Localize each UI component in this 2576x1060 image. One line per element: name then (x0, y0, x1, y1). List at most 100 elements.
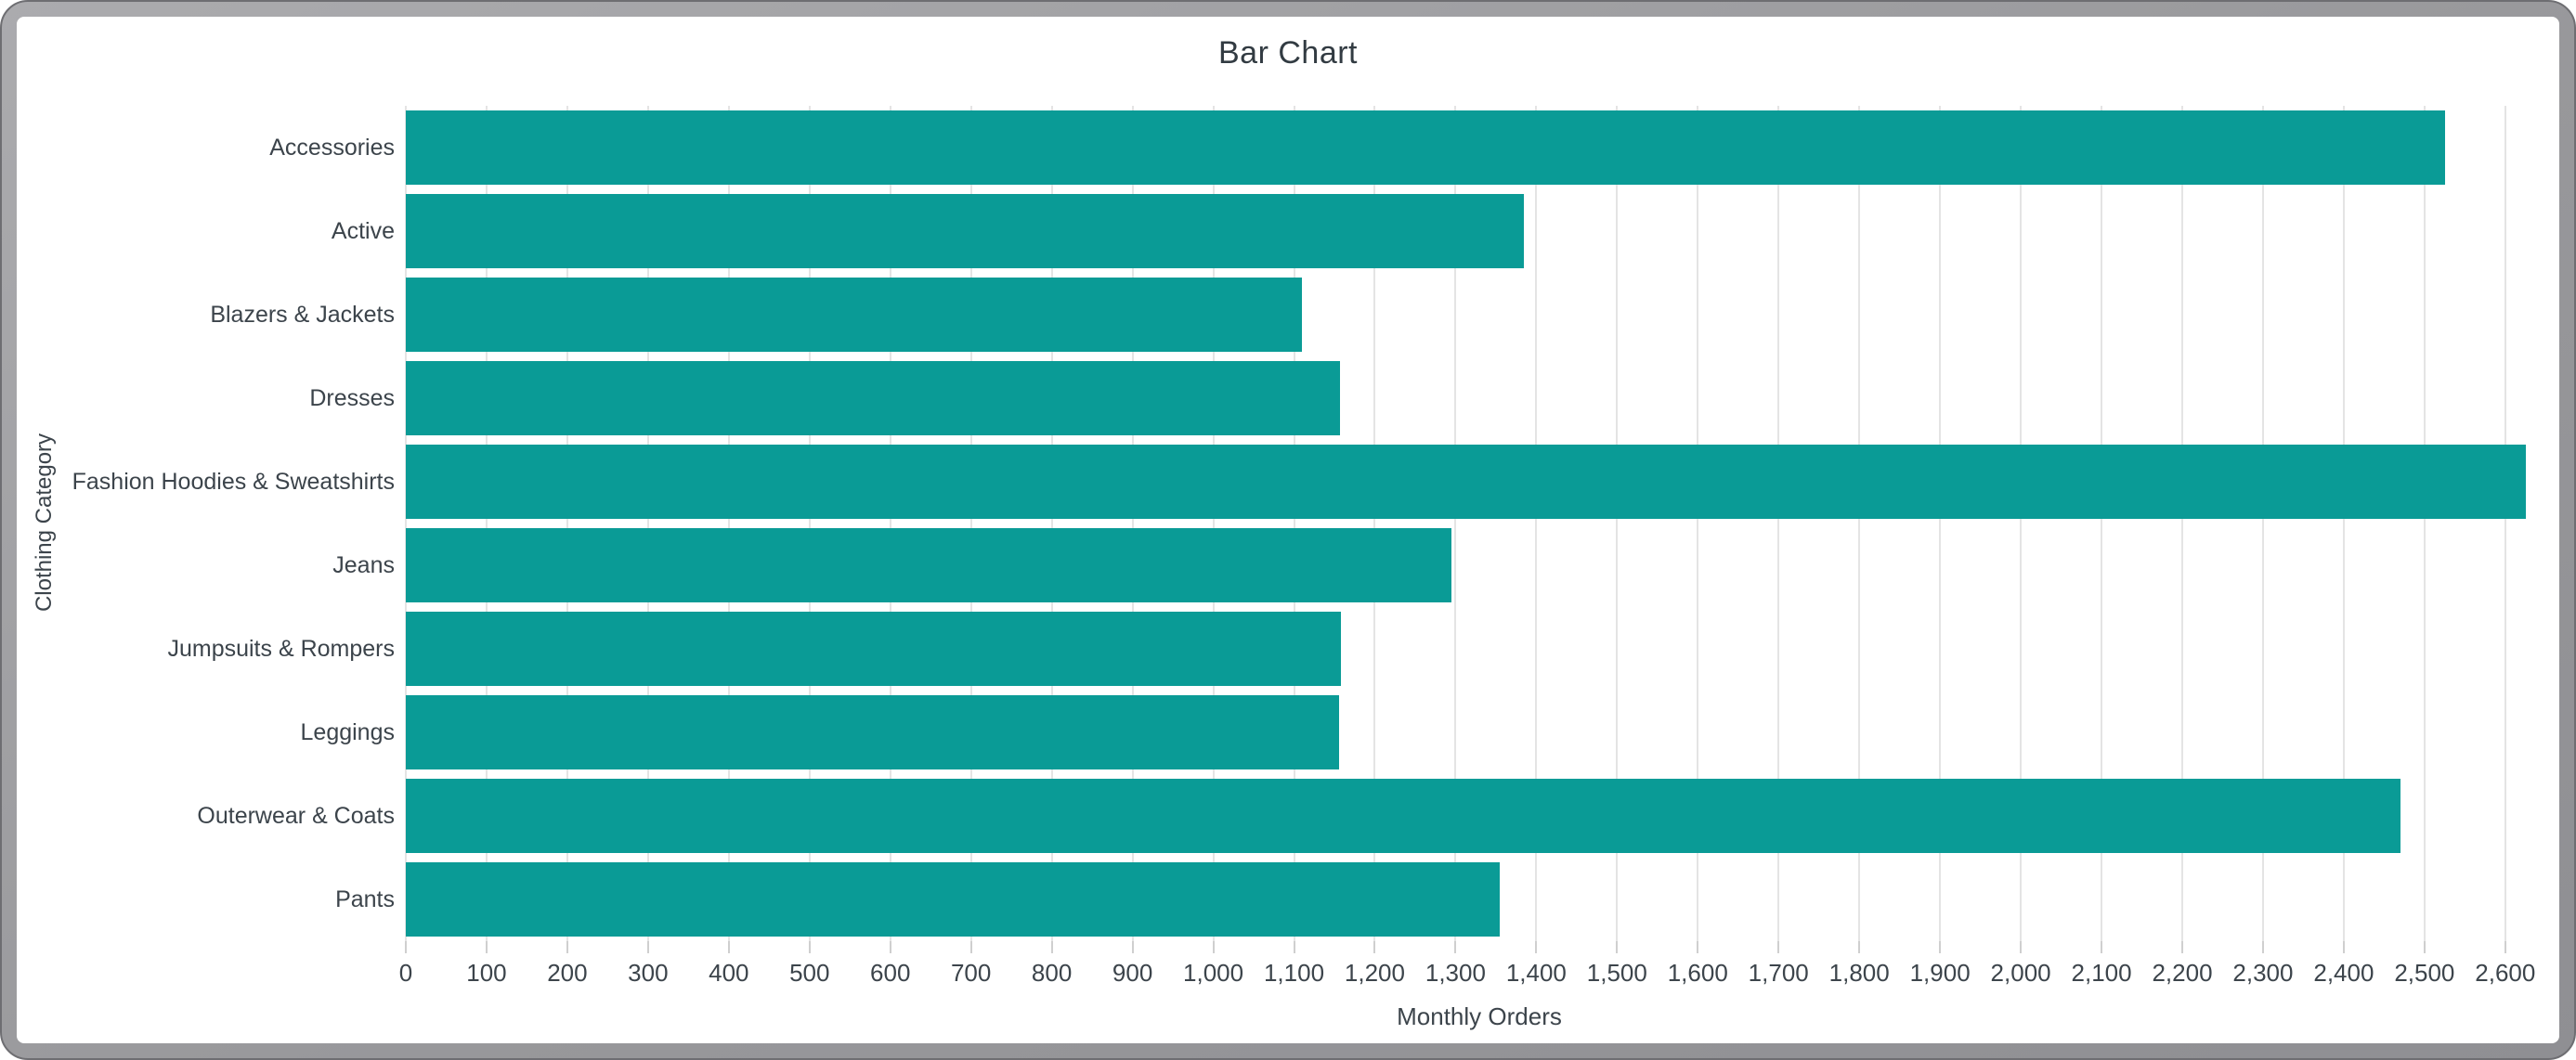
y-tick-label: Dresses (309, 384, 395, 411)
gridline (566, 106, 568, 941)
x-axis-tick (808, 941, 811, 953)
chart-card: Bar Chart Clothing Category Accessories A… (17, 17, 2559, 1043)
gridline (2504, 106, 2506, 941)
x-tick-label: 500 (789, 959, 830, 987)
x-tick-label: 1,100 (1263, 959, 1325, 987)
plot-area (405, 106, 2554, 941)
x-axis-tick (1212, 941, 1215, 953)
x-tick-label: 900 (1112, 959, 1153, 987)
x-tick-label: 700 (950, 959, 992, 987)
x-axis-ticks (405, 941, 2554, 953)
x-axis-tick (2101, 941, 2103, 953)
bar (406, 194, 1525, 268)
x-axis-tick (1697, 941, 1699, 953)
x-axis-tick (969, 941, 972, 953)
gridline (1777, 106, 1780, 941)
gridline (1616, 106, 1619, 941)
gridline (1373, 106, 1376, 941)
x-tick-label: 2,600 (2475, 959, 2536, 987)
gridline (1131, 106, 1134, 941)
gridline (2342, 106, 2345, 941)
x-tick-label: 1,300 (1425, 959, 1486, 987)
gridline (2020, 106, 2023, 941)
y-tick-label: Outerwear & Coats (197, 802, 395, 829)
y-tick-label: Pants (335, 885, 395, 912)
x-tick-label: 1,700 (1748, 959, 1809, 987)
x-axis-tick (1858, 941, 1861, 953)
bar (406, 862, 1501, 937)
x-axis-tick (566, 941, 568, 953)
x-tick-label: 300 (628, 959, 669, 987)
x-axis-tick (2181, 941, 2183, 953)
x-tick-label: 1,400 (1505, 959, 1567, 987)
x-tick-label: 1,000 (1183, 959, 1244, 987)
x-tick-label: 1,500 (1586, 959, 1647, 987)
x-tick-label: 200 (547, 959, 588, 987)
gridline (2181, 106, 2183, 941)
gridline (2261, 106, 2264, 941)
x-axis-tick (2423, 941, 2426, 953)
gridline (808, 106, 811, 941)
x-tick-label: 600 (870, 959, 911, 987)
x-axis-tick (1454, 941, 1457, 953)
x-axis-tick (646, 941, 649, 953)
bar (406, 528, 1452, 602)
y-tick-label: Jeans (332, 551, 395, 578)
y-tick-label: Accessories (269, 134, 395, 161)
bar (406, 278, 1303, 352)
x-tick-label: 0 (398, 959, 413, 987)
x-axis-tick (2504, 941, 2506, 953)
x-axis-tick (1939, 941, 1942, 953)
x-axis-tick (1777, 941, 1780, 953)
x-tick-label: 2,300 (2232, 959, 2294, 987)
x-tick-label: 2,200 (2152, 959, 2213, 987)
x-axis-title: Monthly Orders (1397, 1002, 1562, 1030)
x-tick-label: 400 (709, 959, 749, 987)
bar (406, 612, 1341, 686)
gridline (1535, 106, 1538, 941)
x-tick-label: 2,400 (2313, 959, 2374, 987)
y-tick-label: Jumpsuits & Rompers (167, 635, 395, 662)
x-axis-tick (2020, 941, 2023, 953)
bar (406, 361, 1341, 435)
x-tick-label: 2,000 (1990, 959, 2051, 987)
x-axis-tick (889, 941, 891, 953)
gridline (2101, 106, 2103, 941)
y-tick-label: Leggings (300, 718, 395, 745)
x-tick-label: 100 (466, 959, 507, 987)
gridline (485, 106, 488, 941)
x-tick-label: 1,800 (1828, 959, 1890, 987)
x-axis-tick (405, 941, 407, 953)
x-axis-tick (485, 941, 488, 953)
x-tick-label: 1,600 (1667, 959, 1728, 987)
bar (406, 445, 2526, 519)
y-tick-label: Blazers & Jackets (210, 301, 395, 328)
x-axis-tick (1131, 941, 1134, 953)
x-axis-tick (2261, 941, 2264, 953)
x-axis-tick (1050, 941, 1053, 953)
y-axis-labels: Accessories Active Blazers & Jackets Dresse… (17, 106, 395, 941)
gridline (1293, 106, 1295, 941)
gridline (1050, 106, 1053, 941)
x-tick-label: 800 (1031, 959, 1073, 987)
x-axis-labels: 0 100 200 300 400 500 600 700 800 900 1,000 1,100 1,… (399, 959, 2554, 990)
gridline (1212, 106, 1215, 941)
chart-title: Bar Chart (1218, 35, 1358, 71)
gridline (1454, 106, 1457, 941)
gridline (889, 106, 891, 941)
x-axis-tick (727, 941, 730, 953)
gridline (969, 106, 972, 941)
x-tick-label: 2,500 (2394, 959, 2455, 987)
y-tick-label: Active (331, 217, 395, 244)
x-axis-tick (1373, 941, 1376, 953)
gridline (405, 106, 407, 941)
x-tick-label: 1,200 (1344, 959, 1405, 987)
gridline (1697, 106, 1699, 941)
x-axis-tick (1535, 941, 1538, 953)
gridline (2423, 106, 2426, 941)
x-axis-tick (1293, 941, 1295, 953)
gridline (1939, 106, 1942, 941)
bar (406, 779, 2400, 853)
